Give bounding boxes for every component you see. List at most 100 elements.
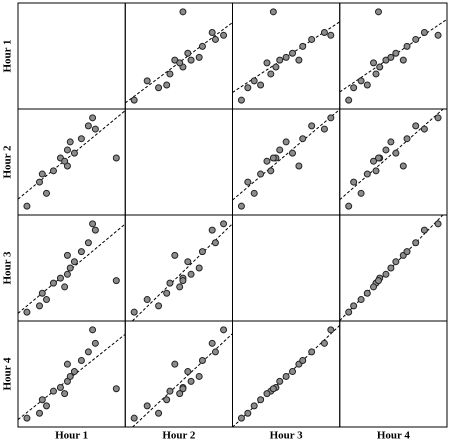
row-label: Hour 4: [2, 357, 14, 391]
point: [434, 31, 442, 39]
point: [198, 248, 206, 256]
point: [77, 248, 85, 256]
point: [308, 348, 316, 356]
panel: [17, 2, 126, 110]
point: [244, 409, 252, 417]
panel: [339, 108, 448, 216]
point: [382, 270, 390, 278]
point: [372, 167, 380, 175]
point: [376, 63, 384, 71]
point: [70, 258, 78, 266]
point: [42, 189, 50, 197]
point: [263, 59, 271, 67]
fit-line: [18, 110, 126, 200]
point: [327, 114, 335, 122]
panel: [124, 214, 233, 322]
point: [250, 77, 258, 85]
point: [412, 239, 420, 247]
point: [66, 138, 74, 146]
point: [420, 125, 428, 133]
point: [163, 396, 171, 404]
point: [61, 157, 69, 165]
point: [403, 42, 411, 50]
point: [195, 264, 203, 272]
panel: [124, 2, 233, 110]
point: [36, 178, 44, 186]
point: [263, 390, 271, 398]
point: [370, 157, 378, 165]
point: [320, 29, 328, 37]
point: [198, 357, 206, 365]
point: [211, 35, 219, 43]
point: [363, 81, 371, 89]
point: [374, 277, 382, 285]
point: [420, 226, 428, 234]
panel: [124, 108, 233, 216]
point: [42, 402, 50, 410]
panel-content: [232, 324, 340, 427]
point: [357, 296, 365, 304]
point: [163, 81, 171, 89]
point: [155, 302, 163, 310]
point: [250, 402, 258, 410]
point: [56, 383, 64, 391]
point: [434, 220, 442, 228]
point: [387, 138, 395, 146]
point: [299, 135, 307, 143]
point: [61, 283, 69, 291]
point: [91, 125, 99, 133]
point: [392, 258, 400, 266]
point: [289, 368, 297, 376]
point: [263, 157, 271, 165]
point: [237, 202, 245, 210]
point: [208, 29, 216, 37]
point: [49, 167, 57, 175]
point: [143, 77, 151, 85]
point: [56, 274, 64, 282]
point: [399, 162, 407, 170]
point: [363, 170, 371, 178]
point: [308, 122, 316, 130]
point: [250, 189, 258, 197]
fit-line: [339, 18, 447, 93]
point: [195, 53, 203, 61]
row-label: Hour 1: [2, 39, 14, 72]
point: [345, 202, 353, 210]
panel-content: [232, 109, 340, 210]
panel: [124, 320, 233, 428]
point: [272, 63, 280, 71]
point: [220, 220, 228, 228]
panel-content: [18, 326, 126, 422]
panel: [339, 320, 448, 428]
point: [295, 162, 303, 170]
point: [130, 414, 138, 422]
point: [320, 125, 328, 133]
point: [70, 149, 78, 157]
point: [387, 264, 395, 272]
point: [208, 226, 216, 234]
point: [434, 114, 442, 122]
point: [420, 29, 428, 37]
point: [345, 96, 353, 104]
point: [166, 387, 174, 395]
point: [392, 149, 400, 157]
point: [208, 339, 216, 347]
point: [171, 251, 179, 259]
row-label: Hour 3: [2, 251, 14, 285]
panel-content: [339, 8, 447, 104]
point: [84, 239, 92, 247]
point: [403, 135, 411, 143]
point: [66, 264, 74, 272]
point: [179, 8, 187, 16]
point: [244, 84, 252, 92]
point: [282, 138, 290, 146]
point: [387, 53, 395, 61]
point: [350, 178, 358, 186]
point: [66, 372, 74, 380]
point: [374, 154, 382, 162]
point: [112, 277, 120, 285]
point: [267, 167, 275, 175]
point: [89, 220, 97, 228]
point: [289, 149, 297, 157]
